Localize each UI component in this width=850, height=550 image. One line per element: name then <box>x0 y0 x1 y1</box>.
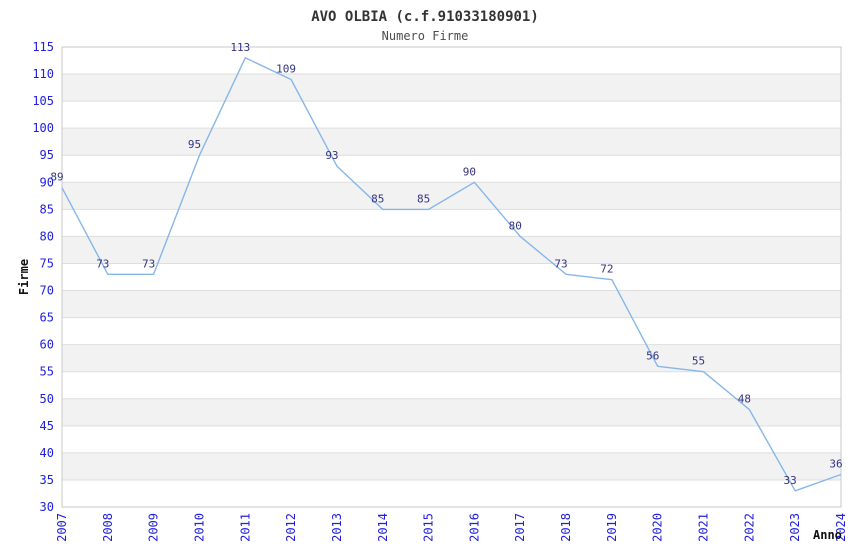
x-tick-label: 2020 <box>651 513 665 542</box>
data-point-label: 113 <box>230 41 250 54</box>
y-tick-label: 55 <box>40 365 54 379</box>
y-axis-title: Firme <box>17 259 31 295</box>
plot-band <box>62 236 841 264</box>
plot-band <box>62 290 841 318</box>
y-tick-label: 60 <box>40 338 54 352</box>
y-tick-label: 110 <box>32 67 54 81</box>
x-tick-label: 2024 <box>834 513 848 542</box>
data-point-label: 72 <box>600 263 613 276</box>
plot-band <box>62 74 841 102</box>
data-point-label: 85 <box>417 192 430 205</box>
plot-band <box>62 398 841 426</box>
data-point-label: 85 <box>371 192 384 205</box>
y-tick-label: 50 <box>40 392 54 406</box>
x-tick-label: 2013 <box>330 513 344 542</box>
plot-band <box>62 128 841 156</box>
data-point-label: 73 <box>142 257 155 270</box>
y-tick-label: 85 <box>40 202 54 216</box>
data-series-line <box>61 57 842 492</box>
y-tick-label: 30 <box>40 500 54 514</box>
x-axis-title: Anno <box>813 528 842 542</box>
x-tick-label: 2009 <box>147 513 161 542</box>
data-point-label: 48 <box>738 393 751 406</box>
y-tick-label: 90 <box>40 175 54 189</box>
chart-title: AVO OLBIA (c.f.91033180901) <box>311 9 539 25</box>
y-tick-label: 70 <box>40 284 54 298</box>
data-point-label: 95 <box>188 138 201 151</box>
plot-band <box>62 452 841 480</box>
data-point-label: 73 <box>554 257 567 270</box>
y-tick-label: 80 <box>40 229 54 243</box>
plot-area: 30 35 40 45 50 55 60 65 70 75 80 85 90 95 100 105 110 115… <box>32 40 848 542</box>
x-tick-label: 2008 <box>101 513 115 542</box>
y-tick-label: 45 <box>40 419 54 433</box>
plot-band <box>62 344 841 372</box>
y-tick-label: 35 <box>40 473 54 487</box>
data-point-label: 36 <box>829 458 842 471</box>
x-tick-label: 2021 <box>697 513 711 542</box>
y-tick-label: 100 <box>32 121 54 135</box>
x-tick-label: 2010 <box>192 513 206 542</box>
x-tick-label: 2011 <box>238 513 252 542</box>
data-point-label: 33 <box>784 474 797 487</box>
x-tick-label: 2018 <box>559 513 573 542</box>
x-tick-label: 2007 <box>55 513 69 542</box>
chart-subtitle: Numero Firme <box>382 29 469 43</box>
data-point-label: 93 <box>325 149 338 162</box>
y-tick-label: 115 <box>32 40 54 54</box>
x-tick-label: 2015 <box>422 513 436 542</box>
x-tick-label: 2016 <box>467 513 481 542</box>
y-tick-label: 95 <box>40 148 54 162</box>
plot-border <box>61 46 842 508</box>
data-point-label: 56 <box>646 349 659 362</box>
data-point-label: 73 <box>96 257 109 270</box>
x-tick-label: 2019 <box>605 513 619 542</box>
data-point-label: 90 <box>463 165 476 178</box>
x-tick-label: 2014 <box>376 513 390 542</box>
data-point-label: 80 <box>509 219 522 232</box>
x-tick-label: 2023 <box>788 513 802 542</box>
y-tick-label: 65 <box>40 311 54 325</box>
y-tick-label: 105 <box>32 94 54 108</box>
data-point-label: 55 <box>692 355 705 368</box>
x-tick-label: 2017 <box>513 513 527 542</box>
x-tick-label: 2022 <box>742 513 756 542</box>
y-tick-label: 75 <box>40 256 54 270</box>
y-tick-label: 40 <box>40 446 54 460</box>
data-point-label: 89 <box>50 171 63 184</box>
x-tick-label: 2012 <box>284 513 298 542</box>
data-point-label: 109 <box>276 62 296 75</box>
